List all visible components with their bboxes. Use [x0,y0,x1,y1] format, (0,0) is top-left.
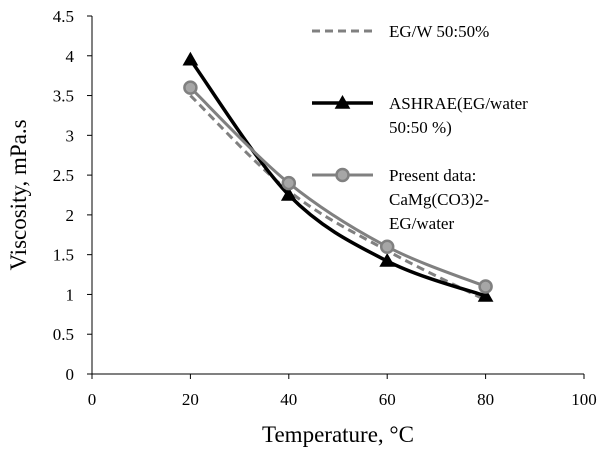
series-point [379,253,396,267]
legend-label: EG/W 50:50% [389,22,489,41]
series-line [189,86,487,288]
series-layer [182,51,494,302]
legend-label: Present data: [389,166,476,185]
y-tick-label: 4 [66,47,75,66]
y-tick-label: 2.5 [53,166,74,185]
legend-entry: ASHRAE(EG/water 50:50 %) [312,94,528,137]
present-data-series [183,80,493,294]
axes-layer [91,16,584,375]
series-point [379,239,395,254]
legend-label: ASHRAE(EG/water [389,94,528,113]
series-point [182,51,199,66]
legend-label: EG/water [389,214,454,233]
x-tick-label: 0 [88,390,97,409]
y-tick-label: 1.5 [53,246,74,265]
series-point [478,279,493,294]
x-tick-label: 60 [379,390,396,409]
series-point [183,80,198,95]
y-tick-label: 0.5 [53,325,74,344]
y-tick-label: 1 [66,285,75,304]
legend-entry: EG/W 50:50% [312,22,489,41]
x-tick-label: 100 [571,390,597,409]
y-tick-label: 0 [66,365,75,384]
y-tick-label: 3 [66,126,75,145]
y-tick-labels: 0 0.5 1 1.5 2 2.5 3 3.5 4 4.5 [53,7,92,384]
x-tick-labels: 0 20 40 60 80 100 [88,374,597,409]
series-line [188,58,487,298]
series-point [280,186,297,201]
x-tick-label: 20 [182,390,199,409]
x-tick-label: 80 [477,390,494,409]
y-tick-label: 2 [66,206,75,225]
x-axis-title: Temperature, °C [262,422,414,447]
legend-marker [334,94,351,109]
x-tick-label: 40 [280,390,297,409]
legend-marker [335,167,350,183]
dashed-series [189,94,487,302]
y-tick-label: 3.5 [53,87,74,106]
legend-entry: Present data: CaMg(CO3)2- EG/water [312,166,489,233]
legend-label: CaMg(CO3)2- [389,190,489,209]
series-point [477,288,494,302]
legend-label: 50:50 %) [389,118,452,137]
y-tick-label: 4.5 [53,7,74,26]
y-axis-title: Viscosity, mPa.s [6,119,31,270]
series-point [281,175,297,191]
ashrae-series [182,51,494,302]
legend: EG/W 50:50% ASHRAE(EG/water 50:50 %) Presen… [312,22,528,233]
series-line [189,94,487,302]
